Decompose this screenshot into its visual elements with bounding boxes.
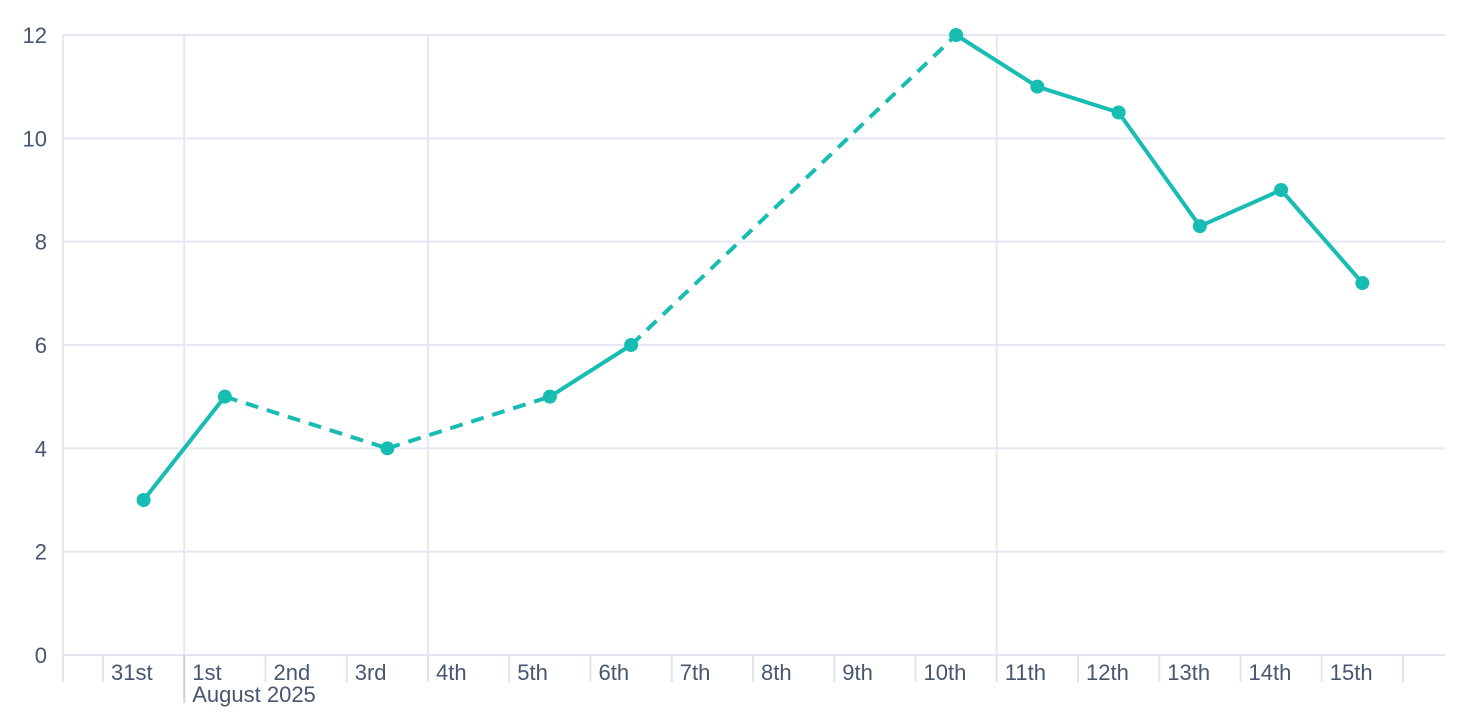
x-axis-label: 12th [1086, 660, 1129, 685]
x-axis-label: 13th [1167, 660, 1210, 685]
data-point[interactable] [217, 389, 232, 404]
line-segment-solid [1116, 110, 1202, 229]
x-axis-label: 1st [192, 660, 221, 685]
x-axis-label: 5th [517, 660, 548, 685]
x-axis-label: 4th [436, 660, 467, 685]
line-segment-dashed [224, 394, 388, 451]
line-segment-dashed [386, 394, 551, 451]
data-point[interactable] [380, 441, 395, 456]
x-axis-label: 2nd [274, 660, 311, 685]
x-axis-label: 9th [842, 660, 873, 685]
y-axis-label: 0 [35, 643, 47, 668]
y-axis-label: 8 [35, 230, 47, 255]
data-point[interactable] [949, 28, 964, 42]
line-segment-dashed [629, 33, 958, 347]
x-axis-label: 11th [1005, 660, 1046, 685]
data-point[interactable] [542, 389, 557, 404]
y-axis-label: 10 [23, 126, 47, 151]
line-segment-solid [1279, 188, 1365, 285]
line-segment-solid [954, 33, 1040, 89]
x-axis-month-label: August 2025 [192, 682, 316, 707]
x-axis-label: 3rd [355, 660, 387, 685]
data-point[interactable] [1111, 105, 1126, 120]
data-point[interactable] [136, 493, 151, 507]
y-axis-label: 4 [35, 436, 47, 461]
x-axis-label: 10th [924, 660, 967, 685]
line-segment-solid [1035, 84, 1121, 115]
x-axis-label: 15th [1330, 660, 1373, 685]
x-axis-label: 14th [1249, 660, 1292, 685]
data-point[interactable] [1192, 219, 1207, 234]
line-segment-solid [547, 343, 634, 399]
y-axis-label: 12 [23, 23, 47, 48]
x-axis-label: 7th [680, 660, 711, 685]
y-axis-label: 2 [35, 540, 47, 565]
x-axis-label: 8th [761, 660, 792, 685]
line-segment-solid [141, 394, 227, 502]
data-point[interactable] [1030, 79, 1045, 94]
x-axis-label: 31st [111, 660, 153, 685]
data-point[interactable] [1274, 183, 1289, 197]
y-axis-label: 6 [35, 333, 47, 358]
line-segment-solid [1197, 188, 1284, 229]
data-point[interactable] [624, 338, 639, 352]
data-point[interactable] [1355, 276, 1370, 290]
x-axis-label: 6th [599, 660, 630, 685]
